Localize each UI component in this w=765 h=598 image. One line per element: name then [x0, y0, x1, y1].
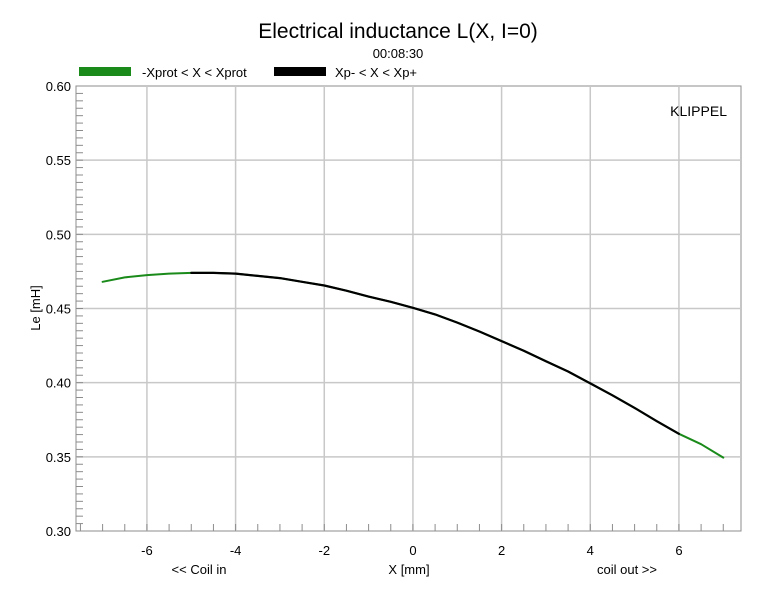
- legend: -Xprot < X < Xprot Xp- < X < Xp+: [79, 65, 417, 80]
- y-tick-label: 0.60: [46, 79, 71, 94]
- x-tick-label: -4: [230, 543, 242, 558]
- y-axis-label: Le [mH]: [28, 285, 43, 331]
- x-tick-label: 4: [587, 543, 594, 558]
- y-tick-label: 0.50: [46, 227, 71, 242]
- y-tick-label: 0.40: [46, 376, 71, 391]
- y-tick-label: 0.45: [46, 302, 71, 317]
- chart-title: Electrical inductance L(X, I=0): [258, 20, 538, 43]
- tick-labels: -6 -4 -2 0 2 4 6 0.30 0.35 0.40 0.45 0.50 0.55 0.60: [46, 79, 683, 558]
- coil-out-annotation: coil out >>: [597, 562, 657, 577]
- x-tick-label: -6: [141, 543, 153, 558]
- legend-label-xprot: -Xprot < X < Xprot: [142, 65, 247, 80]
- minor-ticks: [76, 92, 724, 531]
- coil-in-annotation: << Coil in: [172, 562, 227, 577]
- series-line-xp: [190, 271, 681, 435]
- legend-swatch-xp: [274, 67, 326, 76]
- series-layer: [101, 271, 725, 459]
- y-tick-label: 0.55: [46, 153, 71, 168]
- watermark-klippel: KLIPPEL: [670, 103, 727, 119]
- x-tick-label: -2: [318, 543, 330, 558]
- y-tick-label: 0.30: [46, 524, 71, 539]
- legend-swatch-xprot: [79, 67, 131, 76]
- x-tick-label: 0: [409, 543, 416, 558]
- y-tick-label: 0.35: [46, 450, 71, 465]
- x-tick-label: 2: [498, 543, 505, 558]
- grid: [76, 86, 741, 531]
- legend-label-xp: Xp- < X < Xp+: [335, 65, 417, 80]
- x-tick-label: 6: [675, 543, 682, 558]
- chart-subtitle: 00:08:30: [373, 46, 424, 61]
- x-axis-label: X [mm]: [388, 562, 429, 577]
